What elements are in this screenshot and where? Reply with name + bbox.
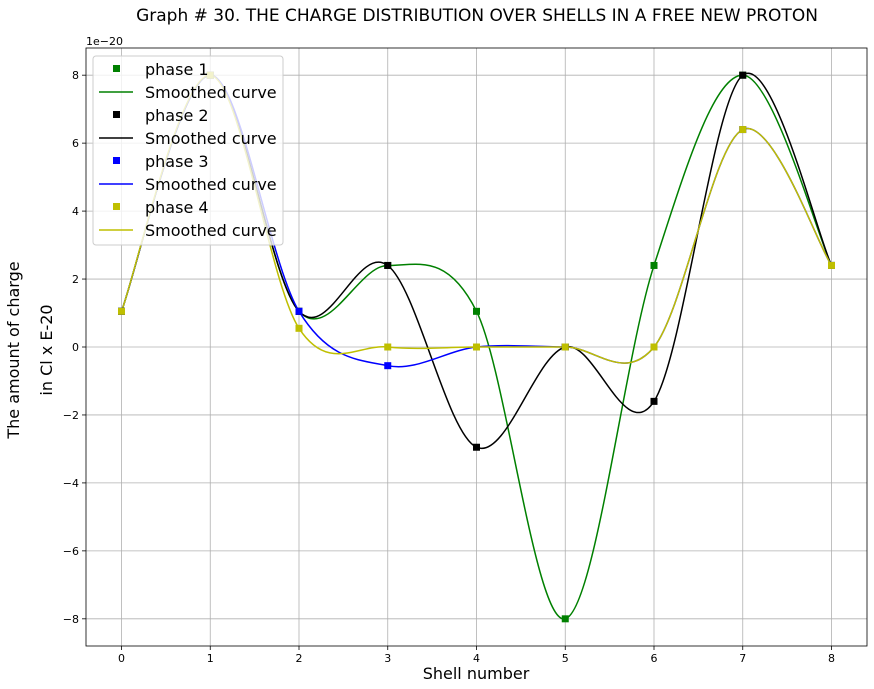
data-point-phase-3 xyxy=(384,362,392,370)
legend-label-phase-4: phase 4 xyxy=(145,198,209,217)
data-point-phase-2 xyxy=(473,443,480,451)
y-tick-label: 4 xyxy=(72,205,79,218)
data-point-phase-2 xyxy=(384,261,392,269)
y-axis-label-line1: The amount of charge xyxy=(4,261,23,439)
legend: phase 1 Smoothed curve phase 2 Smoothed cur… xyxy=(92,55,284,246)
x-tick-label: 6 xyxy=(651,652,658,665)
data-point-phase-1 xyxy=(473,307,480,315)
x-tick-label: 3 xyxy=(384,652,391,665)
y-tick-label: 8 xyxy=(72,69,79,82)
y-tick-label: −2 xyxy=(63,409,79,422)
data-point-phase-4 xyxy=(739,126,747,134)
x-tick-label: 8 xyxy=(828,652,835,665)
y-tick-label: −8 xyxy=(63,613,79,626)
x-tick-label: 1 xyxy=(207,652,214,665)
x-axis-ticks: 0 1 2 3 4 5 6 7 8 xyxy=(118,646,835,665)
data-point-phase-4 xyxy=(118,307,125,315)
legend-label-phase-3: phase 3 xyxy=(145,152,209,171)
legend-label-phase-1: phase 1 xyxy=(145,60,209,79)
y-tick-label: 0 xyxy=(72,341,79,354)
y-tick-label: −4 xyxy=(63,477,79,490)
data-point-phase-4 xyxy=(295,324,303,332)
data-point-phase-4 xyxy=(828,261,835,269)
x-axis-label: Shell number xyxy=(423,664,530,683)
legend-label-smoothed-3: Smoothed curve xyxy=(145,175,277,194)
legend-marker-phase-3 xyxy=(113,157,120,164)
legend-marker-phase-1 xyxy=(113,65,120,72)
x-tick-label: 0 xyxy=(118,652,125,665)
x-tick-label: 2 xyxy=(296,652,303,665)
chart-title: Graph # 30. THE CHARGE DISTRIBUTION OVER… xyxy=(136,6,818,26)
legend-marker-phase-4 xyxy=(113,203,120,210)
y-tick-label: 2 xyxy=(72,273,79,286)
data-point-phase-4 xyxy=(650,343,658,351)
data-point-phase-4 xyxy=(561,343,569,351)
data-point-phase-2 xyxy=(650,397,658,405)
legend-frame xyxy=(92,55,284,246)
legend-label-phase-2: phase 2 xyxy=(145,106,209,125)
x-tick-label: 5 xyxy=(562,652,569,665)
legend-label-smoothed-1: Smoothed curve xyxy=(145,83,277,102)
y-tick-label: 6 xyxy=(72,137,79,150)
data-point-phase-1 xyxy=(650,261,658,269)
x-tick-label: 7 xyxy=(739,652,746,665)
y-axis-label-line2: in Cl x E-20 xyxy=(37,304,56,395)
y-offset-text: 1e−20 xyxy=(86,35,123,48)
y-tick-label: −6 xyxy=(63,545,79,558)
data-point-phase-3 xyxy=(295,307,303,315)
x-tick-label: 4 xyxy=(473,652,480,665)
data-point-phase-1 xyxy=(561,615,569,623)
data-point-phase-2 xyxy=(739,71,747,79)
data-point-phase-4 xyxy=(473,343,480,351)
legend-marker-phase-2 xyxy=(113,111,120,118)
legend-label-smoothed-4: Smoothed curve xyxy=(145,221,277,240)
data-markers xyxy=(118,71,835,623)
y-axis-ticks: −8 −6 −4 −2 0 2 4 6 8 xyxy=(63,69,86,626)
legend-label-smoothed-2: Smoothed curve xyxy=(145,129,277,148)
data-point-phase-4 xyxy=(384,343,392,351)
